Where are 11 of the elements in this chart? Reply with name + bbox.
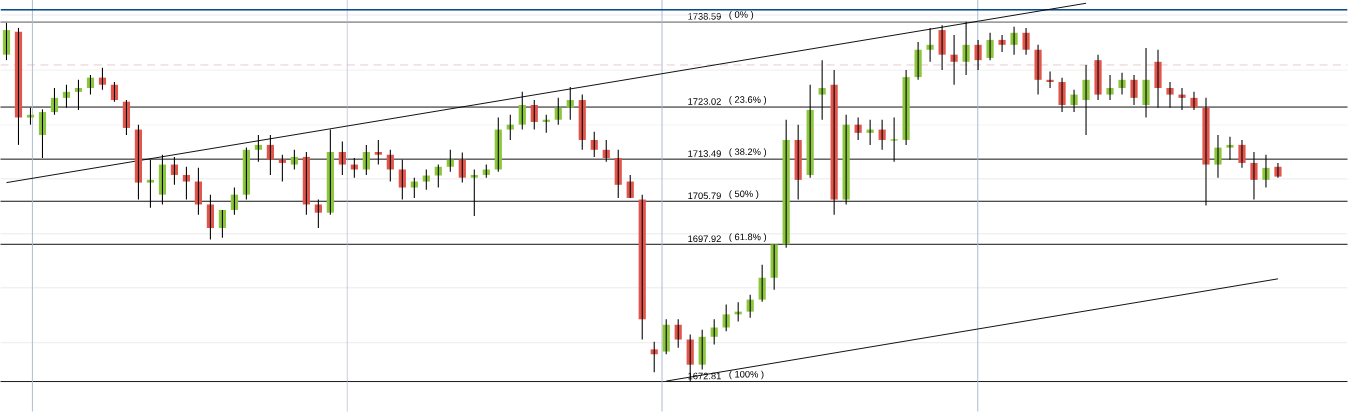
annotation: ( 23.6% ) — [729, 96, 767, 105]
annotation: ( 50% ) — [729, 190, 759, 200]
annotation: ( 38.2% ) — [729, 148, 767, 158]
y-tick-label: 1697.92 — [688, 235, 721, 243]
y-tick-label: 1723.02 — [688, 98, 721, 105]
y-tick-label: 1738.59 — [688, 13, 721, 20]
y-tick-label: 1713.49 — [688, 150, 721, 158]
annotation: ( 61.8% ) — [729, 233, 767, 243]
annotation: ( 0% ) — [729, 11, 754, 20]
y-tick-label: 1705.79 — [688, 192, 721, 200]
annotation: ( 100% ) — [729, 370, 764, 380]
